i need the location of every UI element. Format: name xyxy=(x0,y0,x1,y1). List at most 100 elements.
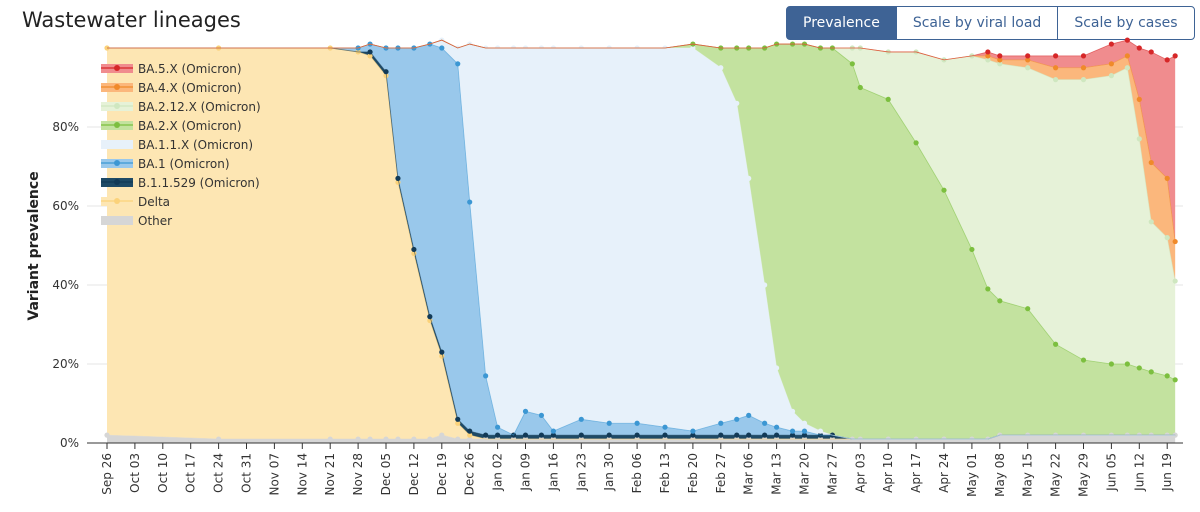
data-point[interactable] xyxy=(495,432,501,438)
data-point[interactable] xyxy=(774,365,780,371)
data-point[interactable] xyxy=(1164,235,1170,241)
data-point[interactable] xyxy=(941,187,947,193)
data-point[interactable] xyxy=(762,432,768,438)
data-point[interactable] xyxy=(395,436,401,442)
legend-item[interactable]: Other xyxy=(101,214,172,228)
data-point[interactable] xyxy=(1108,73,1114,79)
data-point[interactable] xyxy=(383,436,389,442)
legend-item[interactable]: BA.2.X (Omicron) xyxy=(101,119,242,133)
data-point[interactable] xyxy=(762,282,768,288)
data-point[interactable] xyxy=(885,96,891,102)
data-point[interactable] xyxy=(997,298,1003,304)
area-ba-5-x-omicron[interactable] xyxy=(107,40,1176,242)
data-point[interactable] xyxy=(1164,57,1170,63)
data-point[interactable] xyxy=(1108,361,1114,367)
data-point[interactable] xyxy=(762,420,768,426)
data-point[interactable] xyxy=(1053,341,1059,347)
area-ba-2-12-x-omicron[interactable] xyxy=(107,40,1176,380)
data-point[interactable] xyxy=(1025,53,1031,59)
data-point[interactable] xyxy=(1124,53,1130,59)
data-point[interactable] xyxy=(801,432,808,438)
data-point[interactable] xyxy=(411,246,417,253)
data-point[interactable] xyxy=(857,84,863,91)
data-point[interactable] xyxy=(1053,53,1059,59)
data-point[interactable] xyxy=(104,432,110,438)
data-point[interactable] xyxy=(1025,65,1031,71)
data-point[interactable] xyxy=(746,175,752,181)
data-point[interactable] xyxy=(1025,57,1031,63)
data-point[interactable] xyxy=(455,436,461,442)
data-point[interactable] xyxy=(690,428,696,434)
area-delta[interactable] xyxy=(107,48,1176,440)
legend-item[interactable]: Delta xyxy=(101,195,170,209)
legend-item[interactable]: BA.4.X (Omicron) xyxy=(101,81,242,95)
data-point[interactable] xyxy=(913,140,919,146)
data-point[interactable] xyxy=(367,436,373,442)
data-point[interactable] xyxy=(367,49,373,55)
data-point[interactable] xyxy=(789,408,796,414)
data-point[interactable] xyxy=(606,420,612,426)
data-point[interactable] xyxy=(522,432,529,438)
data-point[interactable] xyxy=(789,432,796,438)
data-point[interactable] xyxy=(997,61,1003,67)
data-point[interactable] xyxy=(985,49,991,55)
data-point[interactable] xyxy=(455,420,461,426)
data-point[interactable] xyxy=(467,436,473,442)
data-point[interactable] xyxy=(985,57,991,63)
data-point[interactable] xyxy=(1136,136,1142,142)
data-point[interactable] xyxy=(985,53,991,59)
data-point[interactable] xyxy=(467,199,473,205)
data-point[interactable] xyxy=(383,69,389,75)
data-point[interactable] xyxy=(411,436,417,442)
data-point[interactable] xyxy=(1080,65,1087,71)
data-point[interactable] xyxy=(985,286,991,292)
data-point[interactable] xyxy=(427,314,433,320)
data-point[interactable] xyxy=(522,408,529,414)
data-point[interactable] xyxy=(849,61,855,67)
data-point[interactable] xyxy=(662,424,668,430)
data-point[interactable] xyxy=(383,73,389,79)
data-point[interactable] xyxy=(495,424,501,430)
data-point[interactable] xyxy=(746,432,752,438)
data-point[interactable] xyxy=(734,432,740,438)
data-point[interactable] xyxy=(467,428,473,434)
data-point[interactable] xyxy=(1148,159,1154,166)
data-point[interactable] xyxy=(997,57,1003,63)
data-point[interactable] xyxy=(1136,96,1142,102)
data-point[interactable] xyxy=(634,420,640,426)
legend-item[interactable]: BA.5.X (Omicron) xyxy=(101,62,242,76)
data-point[interactable] xyxy=(801,420,808,426)
data-point[interactable] xyxy=(538,412,545,418)
data-point[interactable] xyxy=(718,65,724,71)
data-point[interactable] xyxy=(634,432,640,438)
data-point[interactable] xyxy=(997,53,1003,59)
data-point[interactable] xyxy=(734,100,740,106)
data-point[interactable] xyxy=(455,61,461,67)
data-point[interactable] xyxy=(789,428,796,434)
data-point[interactable] xyxy=(817,428,824,434)
data-point[interactable] xyxy=(483,373,489,379)
data-point[interactable] xyxy=(1124,65,1130,71)
data-point[interactable] xyxy=(538,432,545,438)
data-point[interactable] xyxy=(801,428,808,434)
data-point[interactable] xyxy=(216,436,222,442)
data-point[interactable] xyxy=(1053,65,1059,71)
data-point[interactable] xyxy=(774,432,780,438)
area-ba-2-x-omicron[interactable] xyxy=(107,40,1176,440)
data-point[interactable] xyxy=(1164,373,1170,379)
data-point[interactable] xyxy=(439,45,445,51)
data-point[interactable] xyxy=(774,424,780,430)
data-point[interactable] xyxy=(662,432,668,438)
data-point[interactable] xyxy=(1172,238,1178,245)
data-point[interactable] xyxy=(550,432,557,438)
data-point[interactable] xyxy=(1172,53,1178,59)
data-point[interactable] xyxy=(718,432,724,438)
data-point[interactable] xyxy=(439,432,445,438)
data-point[interactable] xyxy=(395,175,401,181)
legend-item[interactable]: BA.1 (Omicron) xyxy=(101,157,230,171)
data-point[interactable] xyxy=(1148,49,1154,55)
data-point[interactable] xyxy=(718,420,724,426)
data-point[interactable] xyxy=(467,432,473,438)
data-point[interactable] xyxy=(1053,77,1059,83)
data-point[interactable] xyxy=(367,53,373,59)
